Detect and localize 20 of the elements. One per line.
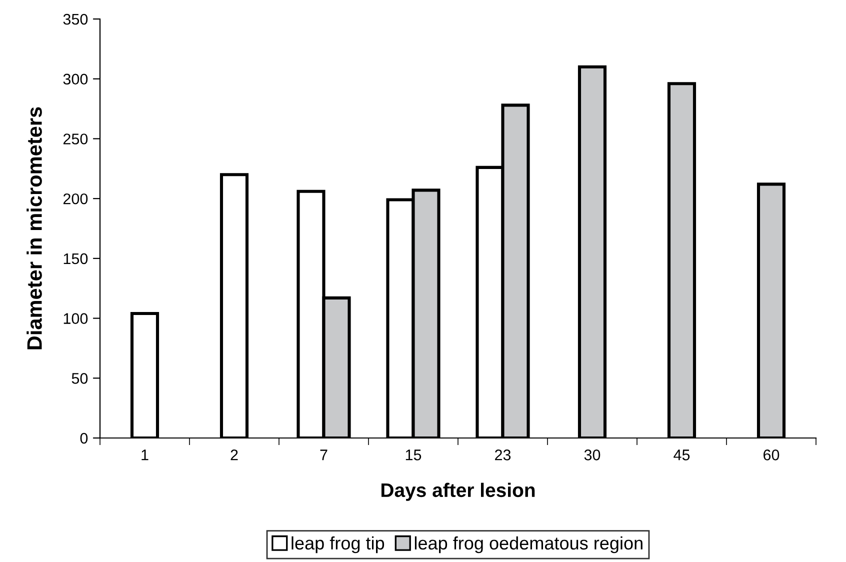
x-tick-label: 60 — [764, 450, 780, 460]
x-tick-label: 1 — [142, 450, 148, 460]
x-tick-label: 45 — [674, 450, 690, 460]
legend-label: leap frog tip — [292, 536, 384, 554]
y-tick-label: 150 — [64, 253, 88, 264]
y-tick-label: 50 — [72, 373, 88, 384]
y-tick-label: 0 — [80, 432, 88, 444]
y-axis-title: Diameter in micrometers — [26, 107, 42, 350]
y-tick-label: 100 — [64, 313, 88, 324]
x-tick-label: 30 — [584, 450, 600, 460]
x-tick-label: 2 — [230, 450, 238, 460]
y-tick-label: 250 — [63, 134, 88, 144]
x-axis-title: Days after lesion — [381, 482, 535, 501]
x-tick-label: 15 — [406, 450, 422, 460]
legend-label: leap frog oedematous region — [414, 536, 642, 554]
x-tick-label: 7 — [320, 450, 328, 460]
y-tick-label: 200 — [63, 193, 88, 204]
y-tick-label: 350 — [63, 14, 88, 25]
y-tick-label: 300 — [63, 74, 88, 85]
x-tick-label: 23 — [495, 450, 511, 460]
